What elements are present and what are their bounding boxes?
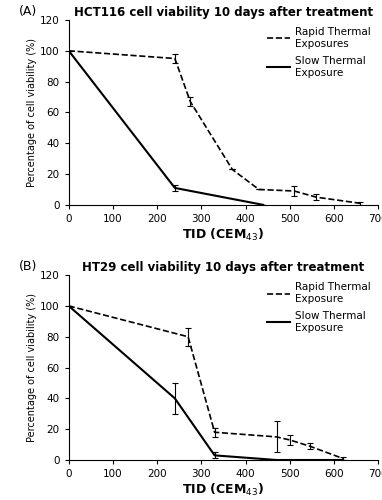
Title: HT29 cell viability 10 days after treatment: HT29 cell viability 10 days after treatm…	[83, 261, 364, 274]
Text: (B): (B)	[19, 260, 38, 274]
Rapid Thermal
Exposure	[274, 434, 279, 440]
Legend: Rapid Thermal
Exposures, Slow Thermal
Exposure: Rapid Thermal Exposures, Slow Thermal Ex…	[265, 25, 373, 80]
Slow Thermal
Exposure	[66, 303, 71, 309]
Slow Thermal
Exposure	[173, 185, 177, 191]
Line: Rapid Thermal
Exposures: Rapid Thermal Exposures	[69, 51, 361, 204]
Rapid Thermal
Exposures	[358, 200, 363, 206]
Title: HCT116 cell viability 10 days after treatment: HCT116 cell viability 10 days after trea…	[74, 6, 373, 19]
Rapid Thermal
Exposures	[66, 48, 71, 54]
Rapid Thermal
Exposures	[292, 188, 296, 194]
Y-axis label: Percentage of cell viability (%): Percentage of cell viability (%)	[27, 293, 37, 442]
Slow Thermal
Exposure	[274, 457, 279, 463]
Rapid Thermal
Exposure	[308, 443, 312, 449]
Rapid Thermal
Exposures	[314, 194, 319, 200]
Rapid Thermal
Exposures	[230, 166, 235, 172]
X-axis label: TID (CEM$_{43}$): TID (CEM$_{43}$)	[183, 482, 264, 498]
Rapid Thermal
Exposure	[186, 334, 190, 340]
Line: Slow Thermal
Exposure: Slow Thermal Exposure	[69, 306, 343, 460]
Rapid Thermal
Exposures	[257, 186, 261, 192]
Text: (A): (A)	[19, 5, 37, 18]
Rapid Thermal
Exposure	[340, 456, 345, 462]
Slow Thermal
Exposure	[261, 202, 265, 208]
Rapid Thermal
Exposure	[288, 437, 292, 443]
Rapid Thermal
Exposures	[173, 56, 177, 62]
X-axis label: TID (CEM$_{43}$): TID (CEM$_{43}$)	[183, 226, 264, 243]
Rapid Thermal
Exposure	[212, 430, 217, 436]
Slow Thermal
Exposure	[173, 396, 177, 402]
Slow Thermal
Exposure	[66, 48, 71, 54]
Slow Thermal
Exposure	[212, 452, 217, 458]
Rapid Thermal
Exposures	[188, 98, 193, 104]
Line: Rapid Thermal
Exposure: Rapid Thermal Exposure	[69, 306, 343, 458]
Slow Thermal
Exposure	[340, 457, 345, 463]
Line: Slow Thermal
Exposure: Slow Thermal Exposure	[69, 51, 263, 205]
Rapid Thermal
Exposure	[66, 303, 71, 309]
Y-axis label: Percentage of cell viability (%): Percentage of cell viability (%)	[27, 38, 37, 187]
Legend: Rapid Thermal
Exposure, Slow Thermal
Exposure: Rapid Thermal Exposure, Slow Thermal Exp…	[265, 280, 373, 335]
